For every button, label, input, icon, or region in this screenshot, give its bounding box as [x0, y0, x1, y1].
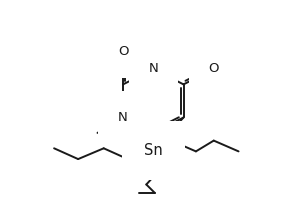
Text: N: N: [118, 111, 128, 124]
Text: O: O: [118, 45, 128, 58]
Text: O: O: [208, 62, 219, 75]
Text: Sn: Sn: [144, 143, 163, 158]
Text: N: N: [149, 62, 158, 75]
